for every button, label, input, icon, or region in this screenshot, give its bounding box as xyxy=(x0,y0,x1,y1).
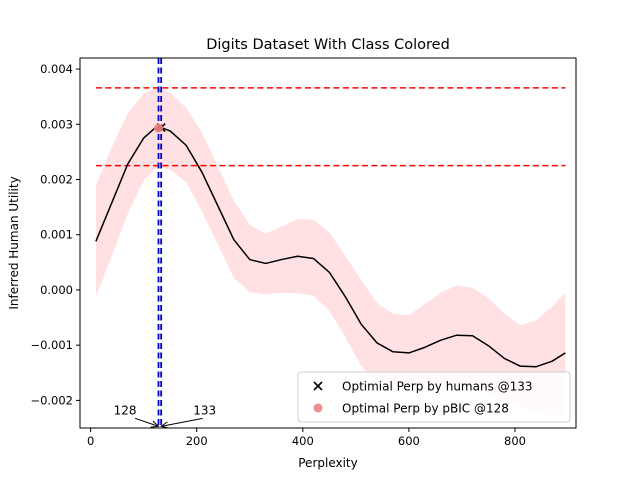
plot-area xyxy=(95,58,566,428)
annotation-arrowhead-128 xyxy=(150,420,160,428)
y-tick-label-2: 0.000 xyxy=(40,283,73,297)
plot-frame xyxy=(79,57,577,429)
annotation-arrow-128 xyxy=(134,417,159,427)
legend: Optimial Perp by humans @133 Optimal Perp… xyxy=(297,371,571,423)
y-tick-label-1: −0.001 xyxy=(30,338,73,352)
confidence-band xyxy=(95,88,566,416)
axes: 0 200 400 600 800 −0.002 −0.001 0.000 0.001 0.002… xyxy=(30,62,526,448)
annotation-arrow-133 xyxy=(161,417,203,427)
annotations: 128 133 xyxy=(114,403,216,429)
y-tick-label-4: 0.002 xyxy=(40,172,73,186)
annotation-label-128: 128 xyxy=(114,403,137,417)
legend-label-1: Optimial Perp by humans @133 xyxy=(342,380,533,394)
y-tick-label-3: 0.001 xyxy=(40,228,73,242)
legend-label-2: Optimal Perp by pBIC @128 xyxy=(342,402,509,416)
x-tick-label-600: 600 xyxy=(398,434,420,448)
marker-pbic-optimum xyxy=(154,123,164,133)
y-tick-label-0: −0.002 xyxy=(30,393,73,407)
annotation-label-133: 133 xyxy=(193,403,216,417)
x-tick-label-800: 800 xyxy=(504,434,526,448)
y-axis-label: Inferred Human Utility xyxy=(7,176,21,309)
annotation-arrowhead-133 xyxy=(159,421,169,429)
y-tick-label-6: 0.004 xyxy=(40,62,73,76)
y-tick-label-5: 0.003 xyxy=(40,117,73,131)
x-tick-label-400: 400 xyxy=(292,434,314,448)
chart-title: Digits Dataset With Class Colored xyxy=(206,37,450,53)
legend-marker-1 xyxy=(313,381,323,391)
x-tick-label-200: 200 xyxy=(186,434,208,448)
x-tick-label-0: 0 xyxy=(87,434,94,448)
plot-inner xyxy=(95,58,566,428)
x-axis-label: Perplexity xyxy=(298,456,358,470)
legend-box xyxy=(297,371,571,423)
legend-marker-2 xyxy=(313,403,323,413)
